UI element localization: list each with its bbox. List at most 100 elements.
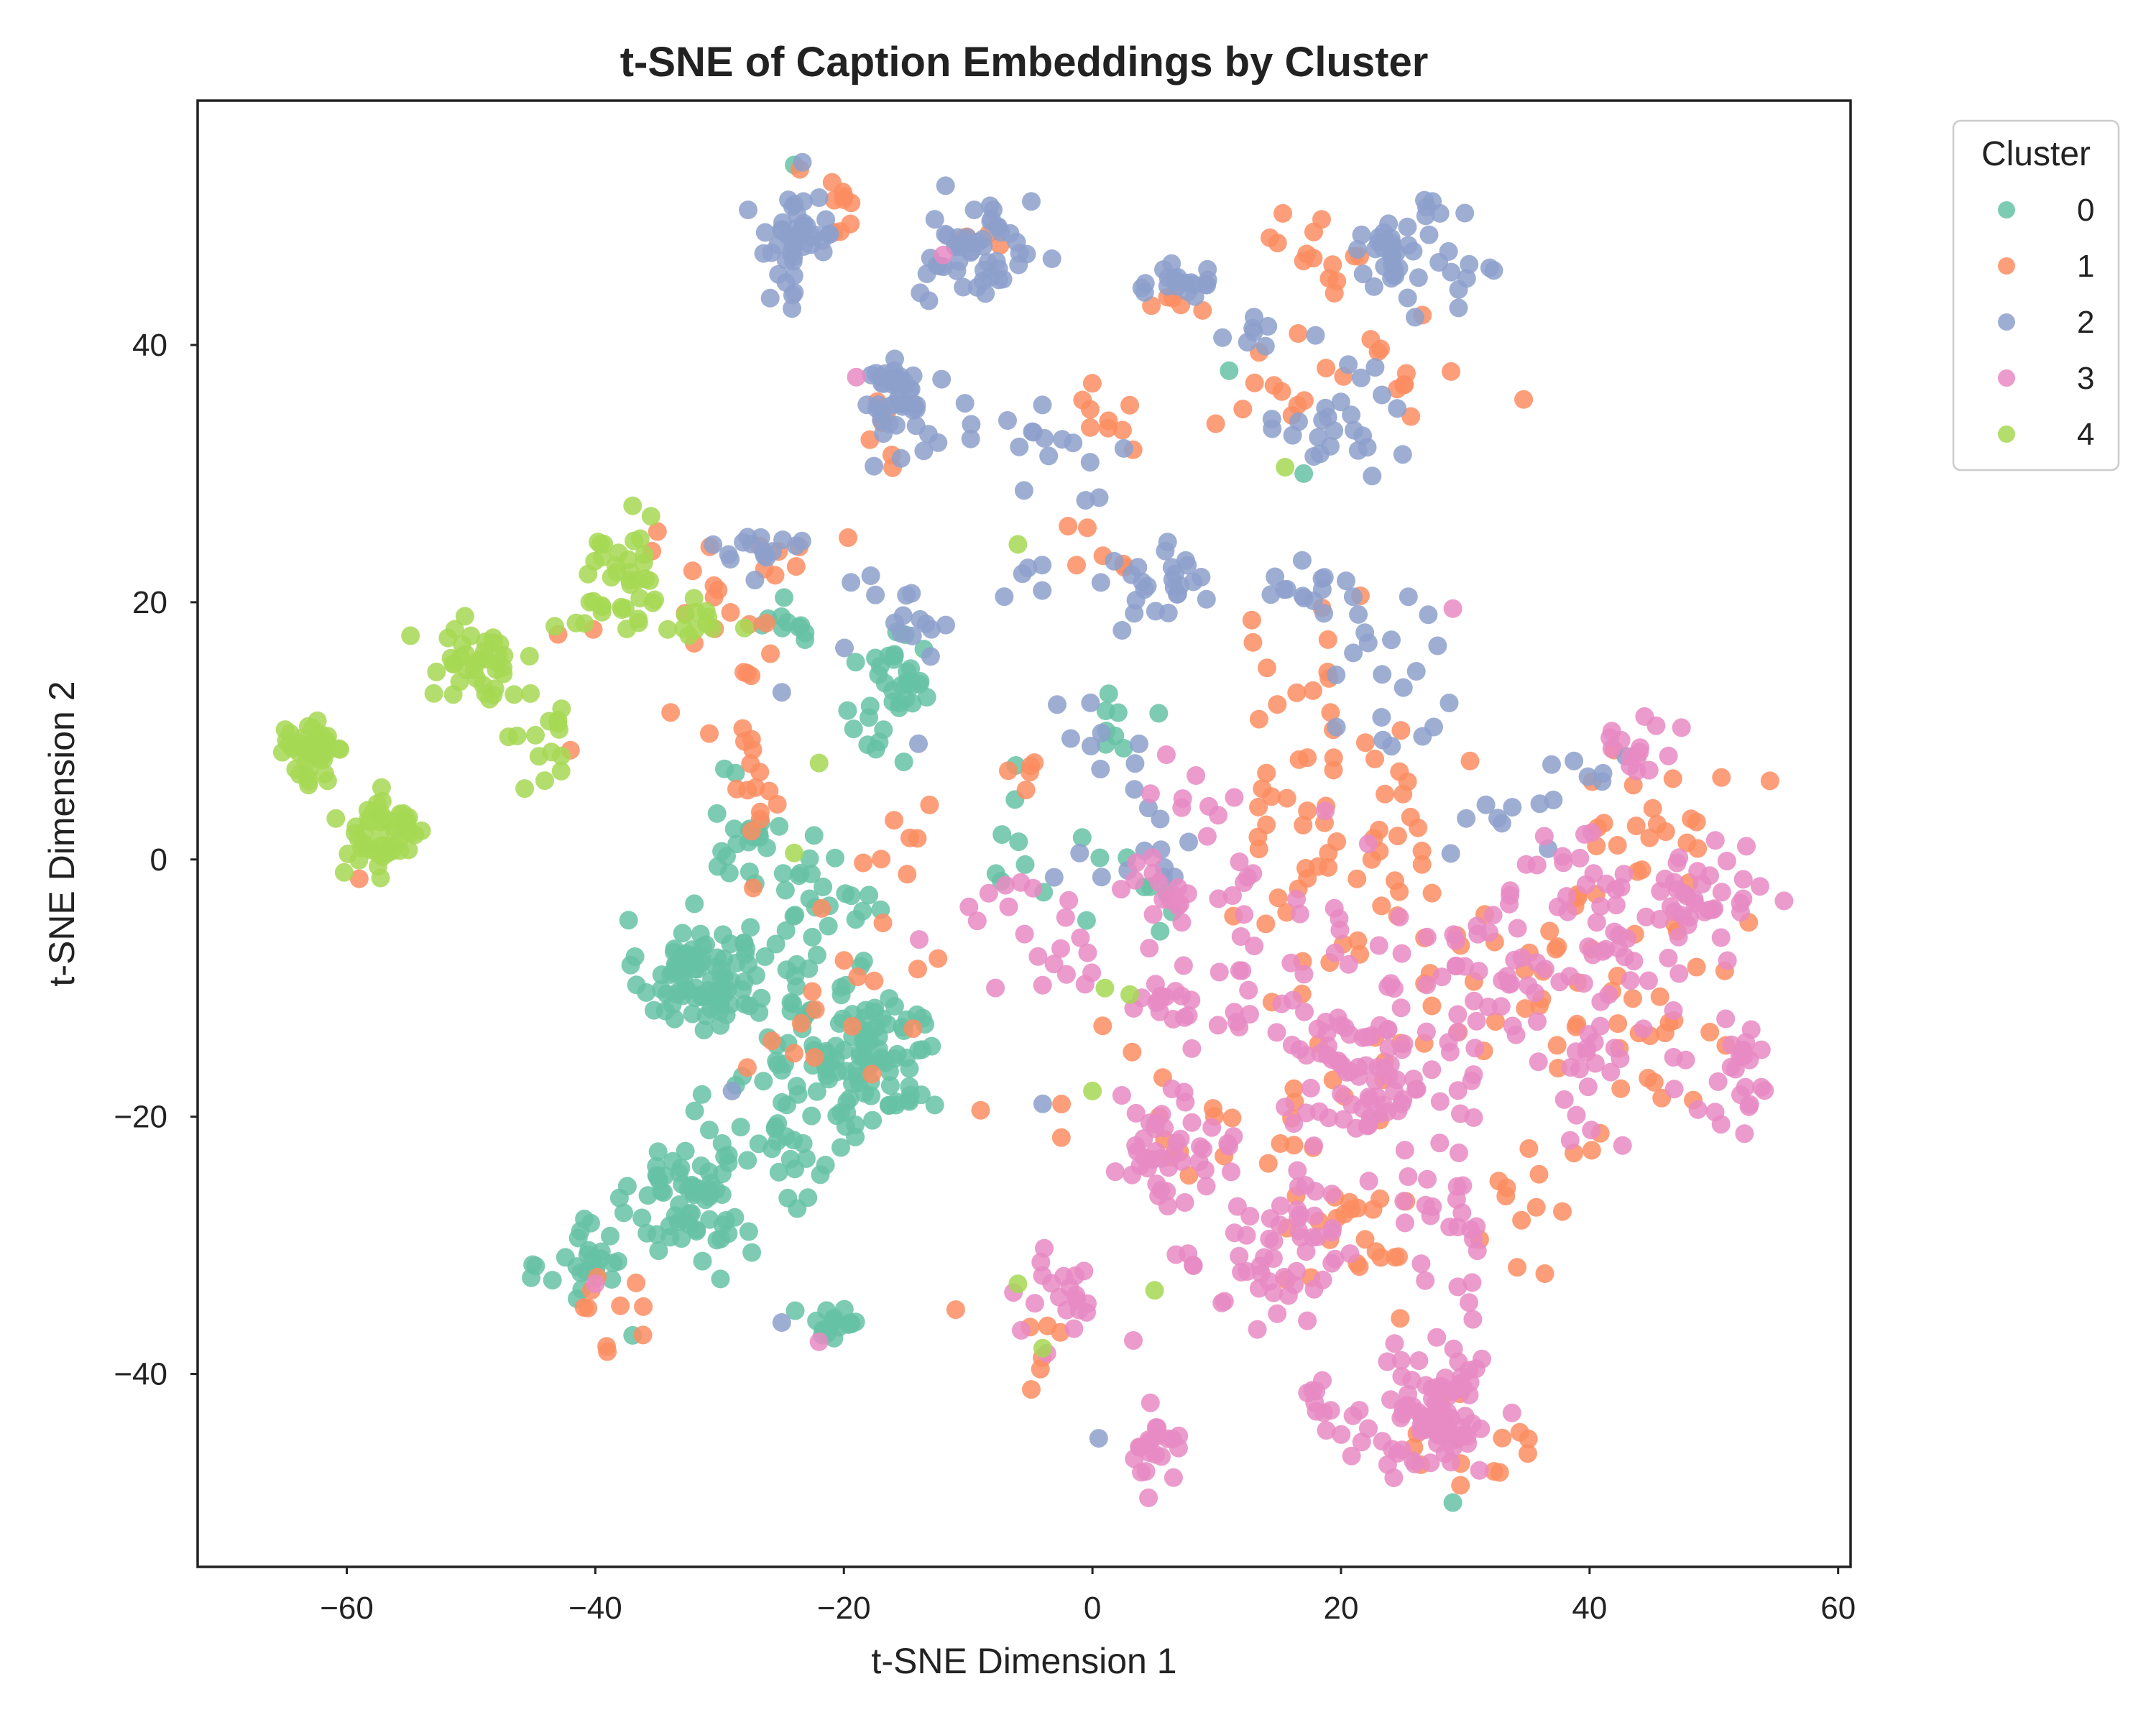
- point-cluster-3: [1330, 909, 1349, 929]
- point-cluster-3: [1578, 1077, 1598, 1097]
- point-cluster-3: [1454, 1377, 1473, 1397]
- y-tick-label: −20: [114, 1100, 167, 1135]
- point-cluster-0: [862, 1086, 881, 1105]
- point-cluster-2: [1033, 1094, 1052, 1113]
- point-cluster-4: [1083, 1081, 1102, 1100]
- point-cluster-3: [1393, 1404, 1412, 1424]
- point-cluster-3: [1685, 890, 1704, 909]
- point-cluster-3: [1570, 848, 1590, 868]
- point-cluster-2: [776, 250, 796, 270]
- point-cluster-3: [996, 875, 1015, 895]
- point-cluster-2: [1348, 240, 1367, 259]
- point-cluster-3: [1449, 1144, 1468, 1162]
- point-cluster-2: [1398, 217, 1417, 236]
- point-cluster-4: [311, 724, 331, 744]
- point-cluster-2: [1091, 760, 1110, 778]
- point-cluster-2: [891, 624, 911, 643]
- legend-title: Cluster: [1981, 135, 2091, 173]
- point-cluster-2: [1091, 573, 1110, 592]
- point-cluster-2: [1081, 693, 1100, 712]
- point-cluster-4: [1145, 1281, 1164, 1300]
- point-cluster-1: [1253, 779, 1272, 799]
- point-cluster-4: [551, 761, 571, 781]
- point-cluster-2: [1358, 633, 1378, 653]
- point-cluster-4: [1033, 1338, 1052, 1358]
- point-cluster-1: [1073, 390, 1092, 410]
- point-cluster-0: [836, 884, 855, 903]
- point-cluster-2: [772, 683, 791, 702]
- point-cluster-3: [1156, 745, 1176, 764]
- point-cluster-0: [925, 1095, 944, 1115]
- point-cluster-0: [522, 1268, 541, 1287]
- point-cluster-0: [717, 1006, 736, 1024]
- point-cluster-0: [755, 947, 775, 966]
- point-cluster-3: [1470, 1460, 1489, 1480]
- point-cluster-2: [704, 535, 723, 554]
- point-cluster-0: [838, 701, 857, 720]
- point-cluster-0: [773, 864, 793, 883]
- point-cluster-0: [719, 863, 739, 883]
- point-cluster-1: [721, 603, 740, 622]
- point-cluster-3: [1233, 961, 1252, 980]
- point-cluster-3: [1395, 1141, 1414, 1160]
- point-cluster-3: [1051, 939, 1070, 958]
- point-cluster-3: [1606, 896, 1626, 915]
- point-cluster-0: [740, 862, 759, 881]
- point-cluster-0: [846, 910, 865, 929]
- point-cluster-1: [1256, 914, 1276, 934]
- point-cluster-2: [1441, 844, 1460, 863]
- point-cluster-3: [1717, 852, 1736, 870]
- point-cluster-3: [1252, 1264, 1271, 1283]
- point-cluster-2: [783, 285, 802, 305]
- point-cluster-0: [894, 753, 913, 771]
- point-cluster-4: [623, 496, 642, 515]
- y-tick-label: 0: [150, 842, 167, 878]
- point-cluster-2: [772, 1313, 791, 1332]
- point-cluster-3: [1050, 1287, 1069, 1307]
- point-cluster-1: [862, 1064, 882, 1084]
- point-cluster-0: [1072, 828, 1092, 847]
- point-cluster-4: [372, 778, 391, 797]
- point-cluster-0: [775, 588, 793, 607]
- point-cluster-3: [1306, 1182, 1325, 1201]
- point-cluster-1: [1021, 763, 1039, 782]
- point-cluster-2: [1503, 798, 1522, 817]
- point-cluster-1: [1078, 518, 1097, 538]
- point-cluster-3: [1362, 1026, 1381, 1045]
- point-cluster-0: [648, 1142, 668, 1162]
- point-cluster-2: [891, 448, 911, 468]
- point-cluster-2: [961, 429, 980, 448]
- point-cluster-0: [1009, 832, 1028, 852]
- point-cluster-2: [874, 424, 893, 443]
- point-cluster-3: [586, 1274, 605, 1294]
- point-cluster-4: [390, 841, 410, 860]
- point-cluster-3: [1172, 798, 1192, 817]
- point-cluster-1: [1371, 1248, 1391, 1267]
- point-cluster-3: [1451, 1104, 1470, 1123]
- point-cluster-3: [1418, 1169, 1437, 1189]
- point-cluster-0: [840, 1089, 860, 1108]
- point-cluster-0: [860, 886, 878, 905]
- point-cluster-0: [638, 1186, 658, 1205]
- point-cluster-1: [1093, 1016, 1112, 1036]
- point-cluster-2: [1404, 242, 1423, 261]
- point-cluster-3: [1407, 1080, 1427, 1099]
- point-cluster-2: [1018, 558, 1038, 578]
- point-cluster-0: [866, 740, 885, 759]
- point-cluster-3: [1669, 964, 1689, 983]
- x-axis-label: t-SNE Dimension 1: [871, 1641, 1176, 1681]
- point-cluster-1: [1348, 931, 1368, 950]
- point-cluster-4: [703, 619, 722, 638]
- point-cluster-3: [1614, 865, 1634, 884]
- point-cluster-3: [1342, 1095, 1362, 1114]
- point-cluster-0: [890, 698, 908, 717]
- point-cluster-0: [796, 1149, 816, 1168]
- point-cluster-0: [1099, 684, 1118, 704]
- point-cluster-3: [1240, 1005, 1259, 1024]
- point-cluster-2: [1112, 621, 1132, 640]
- point-cluster-0: [685, 1101, 704, 1121]
- point-cluster-1: [842, 1016, 862, 1036]
- point-cluster-4: [334, 862, 354, 882]
- point-cluster-1: [1611, 1079, 1631, 1098]
- point-cluster-1: [1386, 1248, 1405, 1267]
